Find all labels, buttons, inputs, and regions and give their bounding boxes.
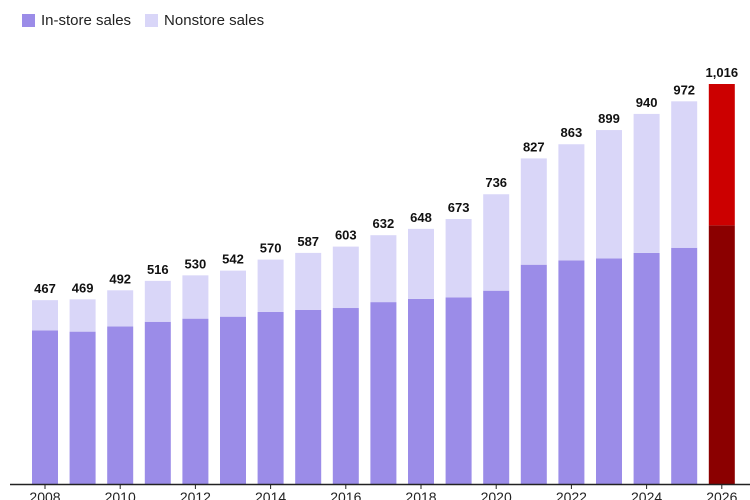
x-tick-label-2010: 2010 [105,489,136,500]
bar-nonstore-2025[interactable] [671,101,698,248]
legend-label-nonstore: Nonstore sales [164,12,265,29]
total-label-2026: 1,016 [706,65,739,80]
x-tick-label-2016: 2016 [330,489,361,500]
x-tick-label-2012: 2012 [180,489,211,500]
total-label-2023: 899 [598,111,620,126]
bar-in-store-2025[interactable] [671,247,698,484]
nonstore-swatch [145,14,159,27]
total-label-2010: 492 [109,271,131,286]
total-label-2022: 863 [561,125,583,140]
x-tick-label-2026: 2026 [706,489,737,500]
x-tick-label-2024: 2024 [631,489,662,500]
bar-in-store-2011[interactable] [144,321,171,484]
bar-nonstore-2010[interactable] [107,290,134,327]
bar-in-store-2009[interactable] [69,331,96,484]
total-label-2008: 467 [34,281,56,296]
total-label-2020: 736 [485,175,507,190]
legend: In-store sales Nonstore sales [22,12,264,29]
total-label-2014: 570 [260,241,282,256]
in-store-swatch [22,14,35,27]
bar-in-store-2022[interactable] [558,260,585,484]
bar-nonstore-2019[interactable] [445,219,472,298]
bar-in-store-2014[interactable] [257,311,284,484]
total-label-2017: 632 [373,216,395,231]
x-tick-label-2022: 2022 [556,489,587,500]
total-label-2012: 530 [185,256,207,271]
bar-in-store-2021[interactable] [520,264,547,484]
bar-in-store-2020[interactable] [483,290,510,484]
bar-nonstore-2026[interactable] [708,84,735,226]
total-label-2025: 972 [673,82,695,97]
bar-nonstore-2012[interactable] [182,275,209,319]
bar-in-store-2026[interactable] [708,225,735,485]
x-tick-label-2014: 2014 [255,489,286,500]
bar-in-store-2008[interactable] [32,330,58,484]
total-label-2015: 587 [297,234,319,249]
x-tick-label-2008: 2008 [29,489,60,500]
x-tick-label-2020: 2020 [481,489,512,500]
bar-in-store-2019[interactable] [445,297,472,484]
bar-in-store-2013[interactable] [220,316,246,484]
total-label-2024: 940 [636,95,658,110]
bar-nonstore-2017[interactable] [370,235,397,303]
x-tick-label-2018: 2018 [405,489,436,500]
total-label-2009: 469 [72,280,94,295]
legend-label-in-store: In-store sales [41,12,132,29]
total-label-2013: 542 [222,252,244,267]
total-label-2021: 827 [523,139,545,154]
bar-nonstore-2016[interactable] [332,246,359,309]
bar-in-store-2024[interactable] [633,252,660,484]
bar-in-store-2015[interactable] [295,309,322,484]
bar-nonstore-2011[interactable] [144,280,171,322]
legend-item-in-store[interactable]: In-store sales [22,12,131,29]
bar-in-store-2010[interactable] [107,326,134,484]
total-label-2018: 648 [410,210,432,225]
bar-nonstore-2009[interactable] [69,299,96,332]
bar-in-store-2012[interactable] [182,318,209,484]
bar-nonstore-2023[interactable] [596,130,622,259]
legend-item-nonstore[interactable]: Nonstore sales [145,12,264,29]
bar-in-store-2017[interactable] [370,302,397,484]
bar-nonstore-2020[interactable] [483,194,510,291]
bar-nonstore-2022[interactable] [558,144,585,261]
bar-nonstore-2013[interactable] [220,270,246,317]
bar-nonstore-2008[interactable] [32,300,58,331]
total-label-2019: 673 [448,200,470,215]
bar-in-store-2016[interactable] [332,308,359,484]
bar-nonstore-2015[interactable] [295,252,322,310]
bar-nonstore-2021[interactable] [520,158,547,265]
bar-nonstore-2018[interactable] [408,228,434,299]
total-label-2011: 516 [147,262,169,277]
bar-in-store-2018[interactable] [408,298,434,484]
total-label-2016: 603 [335,228,357,243]
bar-nonstore-2024[interactable] [633,113,660,253]
bar-in-store-2023[interactable] [596,258,622,484]
bar-nonstore-2014[interactable] [257,259,284,312]
